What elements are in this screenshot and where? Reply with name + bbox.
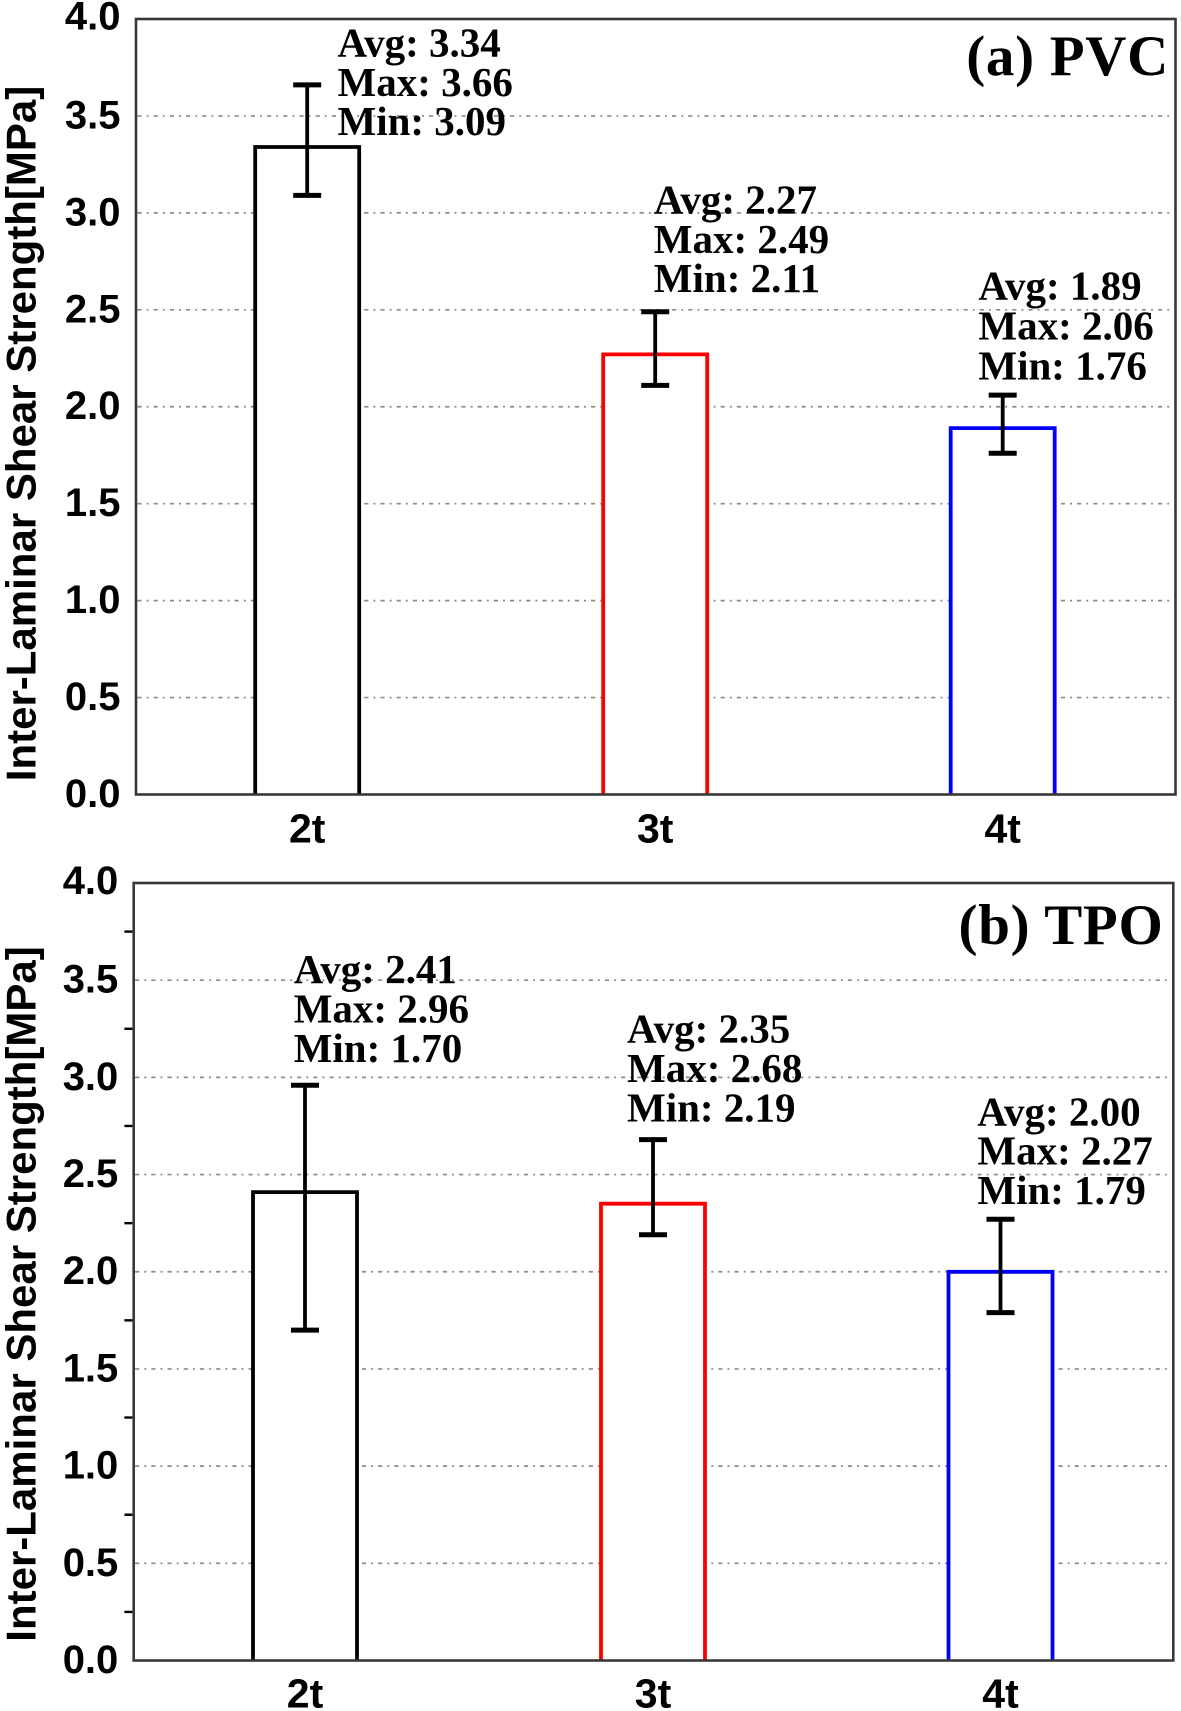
svg-text:Min: 1.79: Min: 1.79	[977, 1167, 1146, 1213]
svg-text:Inter-Laminar Shear Strength[M: Inter-Laminar Shear Strength[MPa]	[0, 86, 45, 781]
svg-text:3.0: 3.0	[65, 190, 121, 234]
svg-text:0.5: 0.5	[65, 675, 121, 719]
svg-text:0.0: 0.0	[65, 772, 121, 816]
svg-text:Max: 2.96: Max: 2.96	[294, 986, 469, 1032]
svg-text:3.5: 3.5	[63, 958, 119, 1002]
svg-text:2.5: 2.5	[65, 287, 121, 331]
svg-text:2.5: 2.5	[63, 1152, 119, 1196]
svg-text:2t: 2t	[289, 805, 326, 851]
svg-text:Max: 3.66: Max: 3.66	[338, 59, 513, 105]
svg-text:Avg: 2.00: Avg: 2.00	[977, 1088, 1140, 1134]
svg-text:Max: 2.49: Max: 2.49	[654, 216, 829, 262]
svg-text:Min: 2.19: Min: 2.19	[627, 1084, 796, 1130]
svg-text:4t: 4t	[984, 805, 1021, 851]
svg-text:(b) TPO: (b) TPO	[959, 894, 1164, 957]
svg-text:Avg: 1.89: Avg: 1.89	[978, 263, 1141, 309]
svg-text:Max: 2.68: Max: 2.68	[627, 1045, 802, 1091]
svg-text:Min: 1.76: Min: 1.76	[978, 343, 1147, 389]
svg-text:3.5: 3.5	[65, 93, 121, 137]
svg-text:3t: 3t	[635, 1671, 672, 1711]
svg-text:1.0: 1.0	[63, 1444, 119, 1488]
svg-text:Inter-Laminar Shear Strength[M: Inter-Laminar Shear Strength[MPa]	[0, 946, 45, 1641]
svg-text:0.0: 0.0	[63, 1638, 119, 1682]
svg-text:(a) PVC: (a) PVC	[966, 25, 1169, 88]
svg-text:0.5: 0.5	[63, 1541, 119, 1585]
svg-text:1.5: 1.5	[63, 1346, 119, 1390]
svg-text:4t: 4t	[982, 1671, 1019, 1711]
svg-text:Max: 2.06: Max: 2.06	[978, 303, 1153, 349]
svg-text:3t: 3t	[637, 805, 674, 851]
svg-text:Avg: 3.34: Avg: 3.34	[338, 20, 501, 66]
svg-text:1.5: 1.5	[65, 481, 121, 525]
svg-text:Avg: 2.27: Avg: 2.27	[654, 177, 817, 223]
svg-text:Max: 2.27: Max: 2.27	[977, 1128, 1152, 1174]
svg-text:Avg: 2.35: Avg: 2.35	[627, 1006, 790, 1052]
svg-text:2t: 2t	[287, 1671, 324, 1711]
svg-text:Min: 2.11: Min: 2.11	[654, 255, 820, 301]
svg-text:4.0: 4.0	[65, 0, 121, 39]
svg-text:Min: 3.09: Min: 3.09	[338, 98, 507, 144]
svg-text:Min: 1.70: Min: 1.70	[294, 1025, 463, 1071]
svg-text:3.0: 3.0	[63, 1055, 119, 1099]
svg-text:1.0: 1.0	[65, 578, 121, 622]
svg-text:2.0: 2.0	[65, 384, 121, 428]
svg-text:4.0: 4.0	[63, 859, 119, 903]
svg-text:Avg: 2.41: Avg: 2.41	[294, 946, 457, 992]
svg-text:2.0: 2.0	[63, 1249, 119, 1293]
